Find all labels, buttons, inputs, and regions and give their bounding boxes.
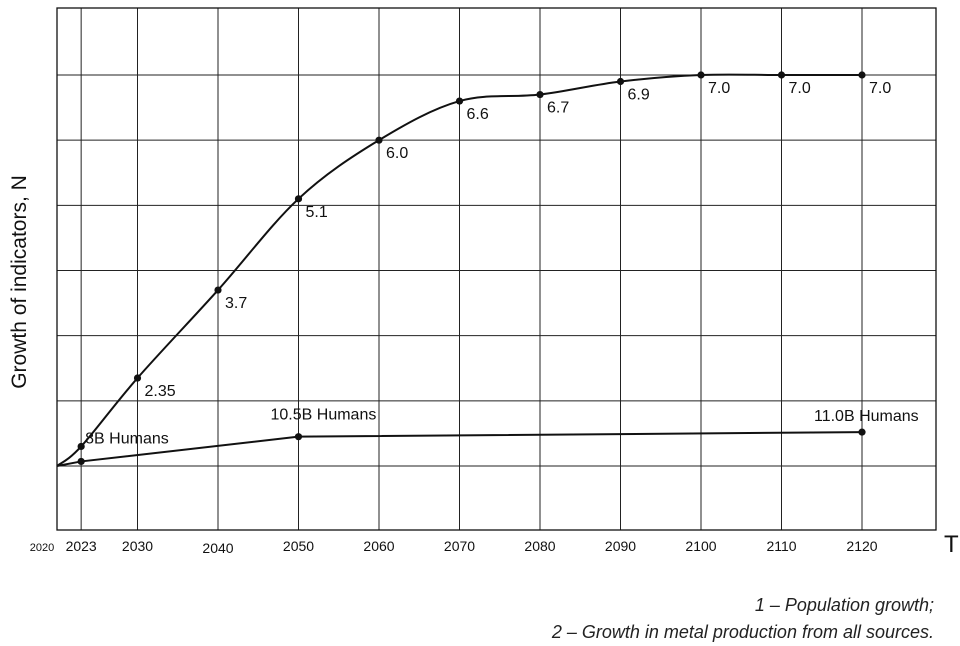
series-1-data-label: 2.35 xyxy=(145,383,176,400)
series-1-point xyxy=(777,71,786,79)
chart-axes xyxy=(56,7,937,531)
x-tick-label: 2070 xyxy=(444,538,475,554)
series-1-point xyxy=(455,97,464,105)
x-tick-label: 2060 xyxy=(363,538,394,554)
series-1-point xyxy=(536,90,544,99)
legend: 1 – Population growth; 2 – Growth in met… xyxy=(552,592,934,646)
series-1-data-label: 6.6 xyxy=(467,106,489,123)
x-tick-label: 2023 xyxy=(66,538,97,554)
x-tick-label: 2080 xyxy=(524,538,555,554)
series-2-annotation: 8B Humans xyxy=(85,430,169,447)
x-tick-label: 2120 xyxy=(846,538,877,554)
series-2-line xyxy=(56,431,863,467)
series-1-data-label: 6.0 xyxy=(386,145,408,162)
series-1-point xyxy=(858,71,866,79)
series-1-data-label: 7.0 xyxy=(789,80,811,97)
x-tick-label: 2110 xyxy=(766,538,796,554)
series-1-point xyxy=(77,442,85,451)
series-2-annotation: 11.0B Humans xyxy=(814,408,919,425)
series-2-point xyxy=(858,428,866,436)
series-1-data-label: 6.7 xyxy=(547,100,569,117)
series-2-point xyxy=(294,433,303,441)
chart-grid xyxy=(57,8,936,530)
x-tick-label: 2100 xyxy=(685,538,716,554)
x-tick-label: 2030 xyxy=(122,538,153,554)
series-1-point xyxy=(697,71,705,79)
series-1-data-label: 7.0 xyxy=(708,80,730,97)
y-axis-label: Growth of indicators, N xyxy=(8,175,31,389)
series-1-point xyxy=(294,195,303,203)
legend-entry-2: 2 – Growth in metal production from all … xyxy=(551,622,934,642)
legend-entry-1: 1 – Population growth; xyxy=(754,595,934,615)
series-1-data-label: 7.0 xyxy=(869,80,891,97)
series-1-point xyxy=(375,136,383,144)
series-1-data-label: 6.9 xyxy=(628,87,650,104)
series-1-point xyxy=(214,286,222,294)
series-1-data-label: 5.1 xyxy=(306,204,328,221)
x-axis-label: T xyxy=(944,531,959,558)
series-2-point xyxy=(77,457,85,466)
chart-series xyxy=(56,71,866,467)
x-tick-label: 2050 xyxy=(283,538,314,554)
x-tick-label: 2090 xyxy=(605,538,636,554)
x-tick-label: 2020 xyxy=(30,542,54,554)
series-1-point xyxy=(616,77,625,86)
series-1-point xyxy=(133,374,142,382)
x-tick-label: 2040 xyxy=(202,540,233,556)
plot-frame xyxy=(56,7,937,531)
series-1-data-label: 3.7 xyxy=(225,295,247,312)
series-2-annotation: 10.5B Humans xyxy=(271,407,377,424)
chart-labels: 2020 2023 2030 2040 2050 2060 2070 2080 2090 2100… xyxy=(30,80,919,556)
